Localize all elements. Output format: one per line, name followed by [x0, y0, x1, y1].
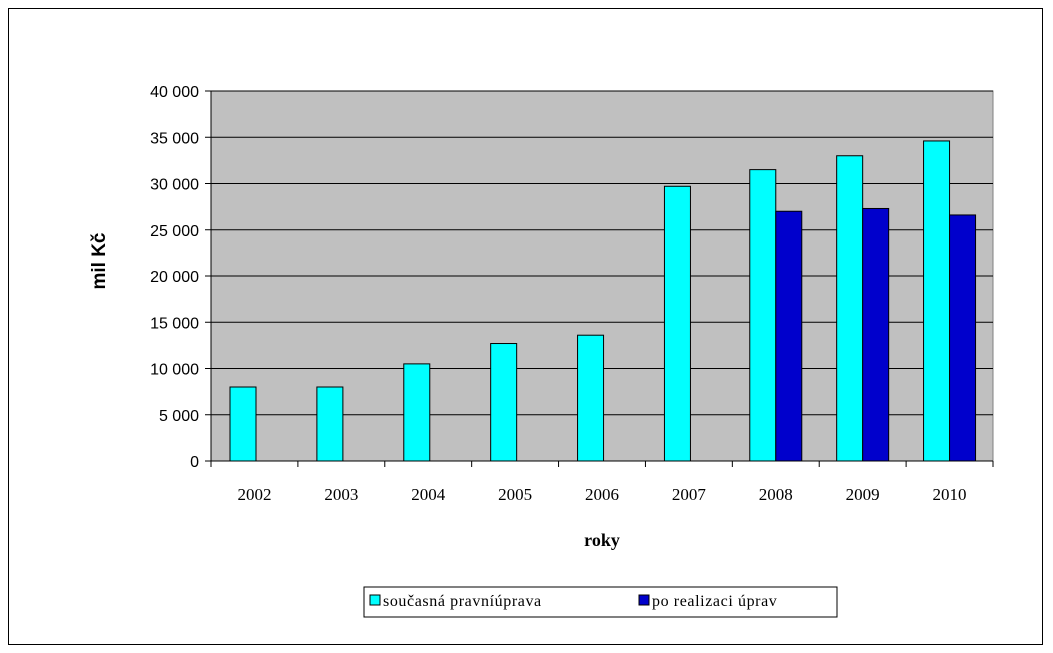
x-tick-label: 2002: [237, 485, 271, 504]
y-axis-ticks: 0 5 000 10 000 15 000 20 000 25 000 30 000 35 0…: [150, 84, 211, 471]
bar-2008-current: [749, 169, 777, 462]
y-tick-label: 30 000: [150, 177, 199, 194]
x-tick-label: 2010: [933, 485, 967, 504]
x-tick-label: 2008: [759, 485, 793, 504]
x-axis-ticks: 2002 2003 2004 2005 2006 2007 2008 2009 2010: [210, 461, 994, 504]
bar-2002-current: [229, 386, 257, 462]
bar-2005-current: [490, 343, 518, 462]
bar-2009-current: [836, 155, 864, 462]
y-tick-label: 5 000: [159, 408, 199, 425]
legend-swatch-after: [638, 594, 650, 606]
bar-2007-current: [663, 185, 691, 462]
bar-2004-current: [403, 363, 431, 462]
y-tick-label: 35 000: [150, 130, 199, 147]
legend-label-after: po realizaci úprav: [652, 593, 777, 610]
x-tick-label: 2004: [411, 485, 446, 504]
legend-label-current: současná pravníúprava: [383, 593, 542, 610]
bar-2006-current: [577, 334, 605, 462]
x-tick-label: 2005: [498, 485, 532, 504]
legend-box: [363, 586, 838, 618]
y-tick-label: 25 000: [150, 223, 199, 240]
bar-2010-after: [949, 214, 977, 462]
legend-swatch-current: [369, 594, 381, 606]
bar-2003-current: [316, 386, 344, 462]
x-tick-label: 2007: [672, 485, 707, 504]
y-axis-label: mil Kč: [89, 232, 110, 289]
y-tick-label: 40 000: [150, 84, 199, 101]
legend: současná pravníúprava po realizaci úprav: [363, 586, 838, 618]
y-tick-label: 10 000: [150, 362, 199, 379]
bar-2008-after: [775, 210, 803, 462]
chart-frame: 0 5 000 10 000 15 000 20 000 25 000 30 000 35 0…: [8, 8, 1043, 645]
x-tick-label: 2003: [324, 485, 358, 504]
y-tick-label: 20 000: [150, 269, 199, 286]
bar-chart: 0 5 000 10 000 15 000 20 000 25 000 30 000 35 0…: [89, 84, 994, 618]
bar-2010-current: [923, 140, 951, 462]
x-tick-label: 2006: [585, 485, 619, 504]
x-axis-label: roky: [584, 530, 620, 550]
bar-2009-after: [862, 207, 890, 462]
x-tick-label: 2009: [846, 485, 880, 504]
y-tick-label: 0: [190, 454, 199, 471]
y-tick-label: 15 000: [150, 315, 199, 332]
